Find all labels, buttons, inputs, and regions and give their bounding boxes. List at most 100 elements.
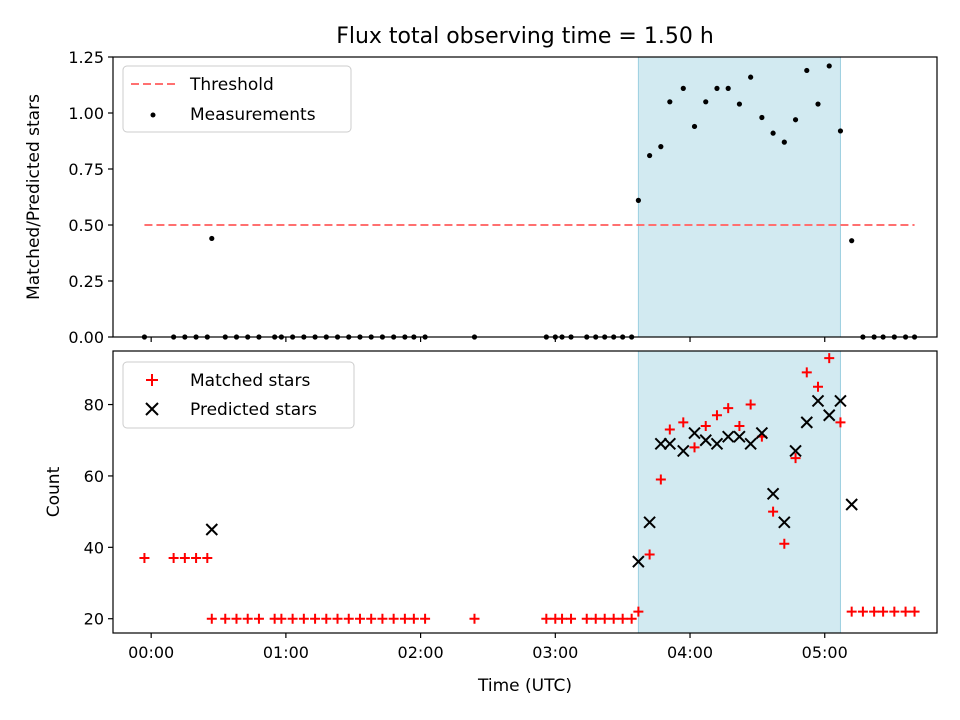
matched-star-point bbox=[900, 606, 911, 617]
matched-star-point bbox=[790, 453, 801, 464]
matched-star-point bbox=[689, 442, 700, 453]
predicted-star-point bbox=[823, 409, 836, 422]
matched-star-point bbox=[779, 538, 790, 549]
matched-star-point bbox=[377, 613, 388, 624]
measurement-point bbox=[736, 101, 743, 107]
matched-star-point bbox=[581, 613, 592, 624]
matched-star-point bbox=[253, 613, 264, 624]
predicted-star-point bbox=[733, 430, 746, 443]
x-tick-label: 00:00 bbox=[128, 643, 174, 662]
predicted-star-point bbox=[766, 487, 780, 500]
predicted-star-point bbox=[800, 416, 813, 429]
y-tick-label: 0.00 bbox=[68, 328, 104, 347]
measurement-point bbox=[792, 117, 799, 123]
measurement-point bbox=[815, 101, 821, 107]
measurement-point bbox=[826, 63, 832, 69]
ratio-y-axis: 0.00 0.25 0.50 0.75 1.00 1.25 bbox=[68, 48, 113, 347]
chart-title: Flux total observing time = 1.50 h bbox=[336, 24, 714, 49]
predicted-legend-label: Predicted stars bbox=[190, 400, 317, 420]
ratio-y-axis-label: Matched/Predicted stars bbox=[24, 94, 44, 300]
predicted-star-point bbox=[744, 437, 757, 451]
matched-star-point bbox=[202, 553, 213, 564]
predicted-star-point bbox=[811, 394, 825, 408]
matched-star-point bbox=[745, 399, 756, 410]
y-tick-label: 1.25 bbox=[68, 48, 104, 67]
measurement-point bbox=[667, 99, 673, 105]
matched-star-point bbox=[846, 606, 857, 617]
matched-star-point bbox=[354, 613, 365, 624]
matched-legend-swatch bbox=[146, 374, 158, 386]
y-tick-label: 0.75 bbox=[68, 160, 104, 179]
predicted-star-point bbox=[789, 444, 802, 458]
x-tick-label: 03:00 bbox=[532, 643, 578, 662]
matched-star-point bbox=[276, 613, 287, 624]
predicted-star-point bbox=[632, 555, 645, 568]
matched-star-point bbox=[869, 606, 880, 617]
matched-star-point bbox=[231, 613, 242, 624]
matched-star-point bbox=[179, 553, 190, 564]
matched-star-point bbox=[557, 613, 568, 624]
matched-star-point bbox=[220, 613, 231, 624]
threshold-legend-label: Threshold bbox=[189, 75, 274, 95]
matched-star-point bbox=[242, 613, 253, 624]
predicted-star-point bbox=[721, 430, 735, 443]
ratio-plot-frame bbox=[112, 56, 938, 338]
predicted-star-point bbox=[778, 516, 791, 529]
ratio-panel: 0.00 0.25 0.50 0.75 1.00 1.25 Matched/Predict… bbox=[24, 48, 938, 347]
matched-star-point bbox=[633, 606, 644, 617]
measurement-point bbox=[804, 67, 810, 74]
matched-star-point bbox=[298, 613, 309, 624]
ratio-legend: Threshold Measurements bbox=[122, 65, 352, 133]
count-legend-box bbox=[122, 361, 355, 429]
matched-star-point bbox=[723, 403, 734, 414]
measurement-point bbox=[658, 144, 664, 150]
count-y-axis: 20 40 60 80 bbox=[84, 396, 113, 629]
y-tick-label: 60 bbox=[84, 467, 104, 486]
measurement-point bbox=[781, 139, 787, 145]
observing-window-rect bbox=[637, 56, 841, 338]
measurements-legend-swatch bbox=[150, 112, 156, 118]
measurement-point bbox=[703, 99, 709, 105]
matched-star-point bbox=[824, 353, 835, 364]
matched-star-point bbox=[626, 613, 637, 624]
matched-star-point bbox=[590, 613, 601, 624]
predicted-star-point bbox=[654, 437, 668, 451]
matched-star-point bbox=[711, 410, 722, 421]
matched-star-point bbox=[617, 613, 628, 624]
measurement-point bbox=[837, 128, 844, 134]
observing-window-band bbox=[637, 350, 841, 634]
matched-legend-label: Matched stars bbox=[190, 371, 310, 391]
measurement-point bbox=[680, 85, 686, 91]
measurement-point bbox=[714, 85, 720, 91]
matched-star-point bbox=[343, 613, 354, 624]
matched-star-point bbox=[644, 549, 655, 560]
y-tick-label: 0.50 bbox=[68, 216, 104, 235]
matched-star-point bbox=[734, 420, 745, 431]
matched-star-point bbox=[469, 613, 480, 624]
matched-star-point bbox=[408, 613, 419, 624]
predicted-star-point bbox=[643, 516, 656, 529]
matched-star-point bbox=[878, 606, 889, 617]
matched-star-point bbox=[420, 613, 431, 624]
predicted-star-point bbox=[688, 426, 701, 440]
matched-star-point bbox=[655, 474, 666, 485]
measurements-legend-label: Measurements bbox=[190, 105, 316, 125]
y-tick-label: 20 bbox=[84, 610, 104, 629]
predicted-star-point bbox=[710, 437, 724, 451]
predicted-star-point bbox=[834, 394, 847, 408]
x-tick-label: 01:00 bbox=[263, 643, 309, 662]
y-tick-label: 0.25 bbox=[68, 272, 104, 291]
measurement-point bbox=[748, 74, 754, 80]
y-tick-label: 1.00 bbox=[68, 104, 104, 123]
matched-star-point bbox=[139, 553, 150, 564]
matched-star-point bbox=[608, 613, 619, 624]
measurement-point bbox=[759, 114, 765, 121]
y-tick-label: 80 bbox=[84, 396, 104, 415]
measurement-point bbox=[635, 197, 641, 203]
predicted-star-point bbox=[205, 523, 218, 536]
count-x-axis: 00:00 01:00 02:00 03:00 04:00 05:00 bbox=[128, 633, 848, 662]
matched-star-point bbox=[664, 424, 675, 435]
measurement-point bbox=[691, 123, 698, 130]
observing-window-band bbox=[637, 56, 841, 338]
